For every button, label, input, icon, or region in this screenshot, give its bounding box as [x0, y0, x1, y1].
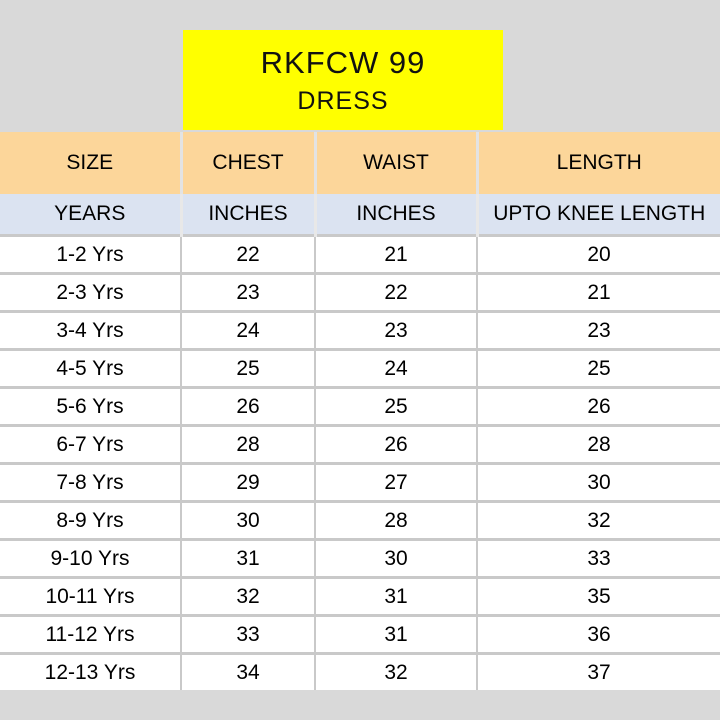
unit-size: YEARS	[0, 194, 183, 236]
cell-waist: 24	[315, 348, 478, 388]
table-row: 10-11 Yrs 32 31 35	[0, 576, 720, 616]
cell-size: 3-4 Yrs	[0, 310, 182, 350]
unit-row: YEARS INCHES INCHES UPTO KNEE LENGTH	[0, 194, 720, 236]
cell-chest: 22	[181, 234, 316, 274]
cell-waist: 27	[315, 462, 478, 502]
cell-length: 33	[477, 538, 720, 578]
header-waist: WAIST	[315, 132, 479, 194]
cell-size: 10-11 Yrs	[0, 576, 182, 616]
cell-size: 2-3 Yrs	[0, 272, 182, 312]
cell-chest: 31	[181, 538, 316, 578]
unit-waist: INCHES	[315, 194, 479, 236]
table-row: 5-6 Yrs 26 25 26	[0, 386, 720, 426]
title-banner: RKFCW 99 DRESS	[183, 30, 503, 130]
header-size: SIZE	[0, 132, 183, 194]
cell-chest: 33	[181, 614, 316, 654]
cell-size: 11-12 Yrs	[0, 614, 182, 654]
cell-chest: 26	[181, 386, 316, 426]
cell-waist: 31	[315, 576, 478, 616]
table-row: 1-2 Yrs 22 21 20	[0, 234, 720, 274]
cell-length: 25	[477, 348, 720, 388]
cell-length: 21	[477, 272, 720, 312]
cell-waist: 22	[315, 272, 478, 312]
cell-chest: 24	[181, 310, 316, 350]
cell-size: 5-6 Yrs	[0, 386, 182, 426]
cell-length: 30	[477, 462, 720, 502]
cell-waist: 28	[315, 500, 478, 540]
cell-length: 35	[477, 576, 720, 616]
table-row: 6-7 Yrs 28 26 28	[0, 424, 720, 464]
table-row: 12-13 Yrs 34 32 37	[0, 652, 720, 690]
cell-waist: 26	[315, 424, 478, 464]
product-code: RKFCW 99	[260, 45, 426, 80]
cell-waist: 23	[315, 310, 478, 350]
table-row: 9-10 Yrs 31 30 33	[0, 538, 720, 578]
cell-waist: 21	[315, 234, 478, 274]
cell-length: 32	[477, 500, 720, 540]
cell-size: 12-13 Yrs	[0, 652, 182, 690]
cell-chest: 25	[181, 348, 316, 388]
cell-size: 4-5 Yrs	[0, 348, 182, 388]
cell-length: 23	[477, 310, 720, 350]
cell-length: 20	[477, 234, 720, 274]
cell-size: 6-7 Yrs	[0, 424, 182, 464]
table-row: 4-5 Yrs 25 24 25	[0, 348, 720, 388]
cell-chest: 34	[181, 652, 316, 690]
cell-chest: 30	[181, 500, 316, 540]
header-chest: CHEST	[181, 132, 317, 194]
cell-length: 28	[477, 424, 720, 464]
cell-chest: 29	[181, 462, 316, 502]
table-row: 7-8 Yrs 29 27 30	[0, 462, 720, 502]
table-row: 8-9 Yrs 30 28 32	[0, 500, 720, 540]
cell-length: 36	[477, 614, 720, 654]
unit-chest: INCHES	[181, 194, 317, 236]
table-row: 3-4 Yrs 24 23 23	[0, 310, 720, 350]
cell-waist: 31	[315, 614, 478, 654]
cell-chest: 23	[181, 272, 316, 312]
cell-size: 8-9 Yrs	[0, 500, 182, 540]
cell-chest: 32	[181, 576, 316, 616]
table-row: 2-3 Yrs 23 22 21	[0, 272, 720, 312]
cell-size: 7-8 Yrs	[0, 462, 182, 502]
cell-waist: 32	[315, 652, 478, 690]
size-chart-table: SIZE CHEST WAIST LENGTH YEARS INCHES INC…	[0, 132, 720, 690]
cell-size: 1-2 Yrs	[0, 234, 182, 274]
cell-size: 9-10 Yrs	[0, 538, 182, 578]
header-length: LENGTH	[477, 132, 720, 194]
unit-length: UPTO KNEE LENGTH	[477, 194, 720, 236]
table-row: 11-12 Yrs 33 31 36	[0, 614, 720, 654]
cell-waist: 30	[315, 538, 478, 578]
cell-length: 37	[477, 652, 720, 690]
header-row: SIZE CHEST WAIST LENGTH	[0, 132, 720, 194]
cell-waist: 25	[315, 386, 478, 426]
cell-length: 26	[477, 386, 720, 426]
cell-chest: 28	[181, 424, 316, 464]
product-type: DRESS	[297, 87, 389, 115]
